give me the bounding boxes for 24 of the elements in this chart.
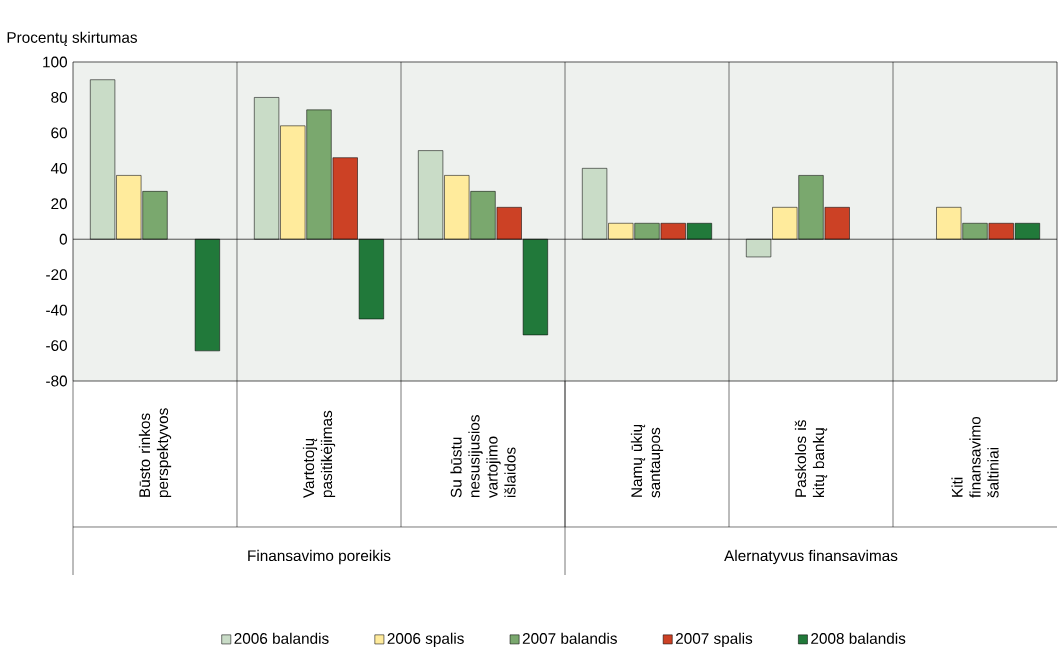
x-tick-label: Su būstu nesusijusios vartojimo išlaidos xyxy=(450,415,516,498)
y-tick-label: 100 xyxy=(43,56,68,68)
text: Alernatyvus finansavimas xyxy=(724,549,898,565)
y-tick-label: 0 xyxy=(59,233,68,245)
legend-label: 2007 spalis xyxy=(675,632,753,647)
legend-label: 2008 balandis xyxy=(811,632,906,644)
legend-label: 2006 spalis xyxy=(387,632,464,647)
y-tick-label: -20 xyxy=(46,269,68,281)
y-tick-label: -80 xyxy=(46,375,68,387)
x-tick-label: Kiti finansavimo šaltiniai xyxy=(951,416,999,498)
x-tick-label: Paskolos iš kitų bankų xyxy=(794,420,828,498)
text: Finansavimo poreikis xyxy=(248,549,391,565)
y-tick-label: -40 xyxy=(46,304,68,316)
x-tick-label: Būsto rinkos perspektyvos xyxy=(138,408,172,498)
x-tick-label: Vartotojų pasitikėjimas xyxy=(302,410,336,498)
legend-label: 2007 balandis xyxy=(522,632,617,644)
y-tick-label: 40 xyxy=(50,162,68,174)
legend-label: 2006 balandis xyxy=(234,632,329,644)
x-tick-label: Namų ūkių santaupos xyxy=(630,424,664,498)
y-tick-label: 60 xyxy=(51,127,68,139)
y-tick-label: -60 xyxy=(46,340,68,351)
y-axis-title: Procentų skirtumas xyxy=(7,31,138,46)
y-tick-label: 20 xyxy=(51,198,68,210)
y-tick-label: 80 xyxy=(51,92,68,103)
